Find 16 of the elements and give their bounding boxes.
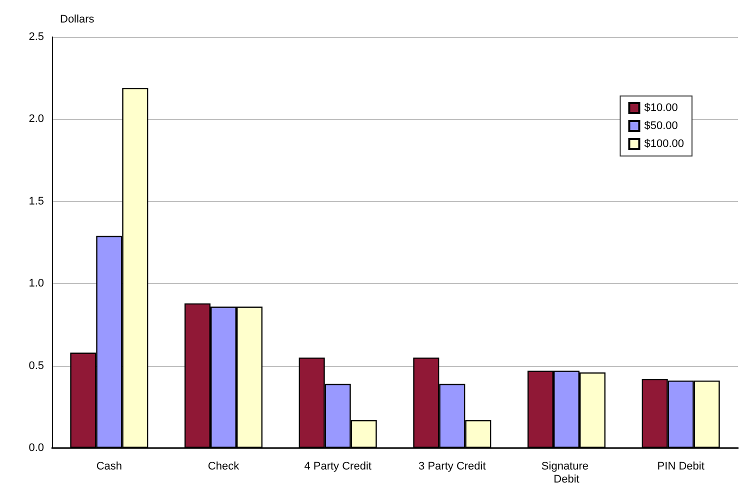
legend-label: $10.00	[644, 102, 678, 114]
y-tick-label: 0.5	[28, 360, 44, 372]
legend-label: $50.00	[644, 120, 678, 132]
x-tick-label: Cash	[96, 460, 122, 472]
y-tick-label: 2.5	[28, 31, 44, 43]
x-tick-label: Check	[208, 460, 240, 472]
y-tick-label: 0.0	[28, 442, 44, 454]
y-tick-label: 1.5	[28, 195, 44, 208]
x-tick-label: 4 Party Credit	[304, 460, 372, 472]
x-tick-label: 3 Party Credit	[418, 460, 486, 472]
y-axis-title: Dollars	[60, 14, 95, 26]
y-tick-label: 2.0	[28, 113, 44, 126]
legend-label: $100.00	[644, 138, 684, 150]
x-tick-label: Signature Debit	[541, 460, 592, 486]
x-tick-label: PIN Debit	[657, 460, 704, 472]
y-tick-label: 1.0	[28, 278, 44, 290]
